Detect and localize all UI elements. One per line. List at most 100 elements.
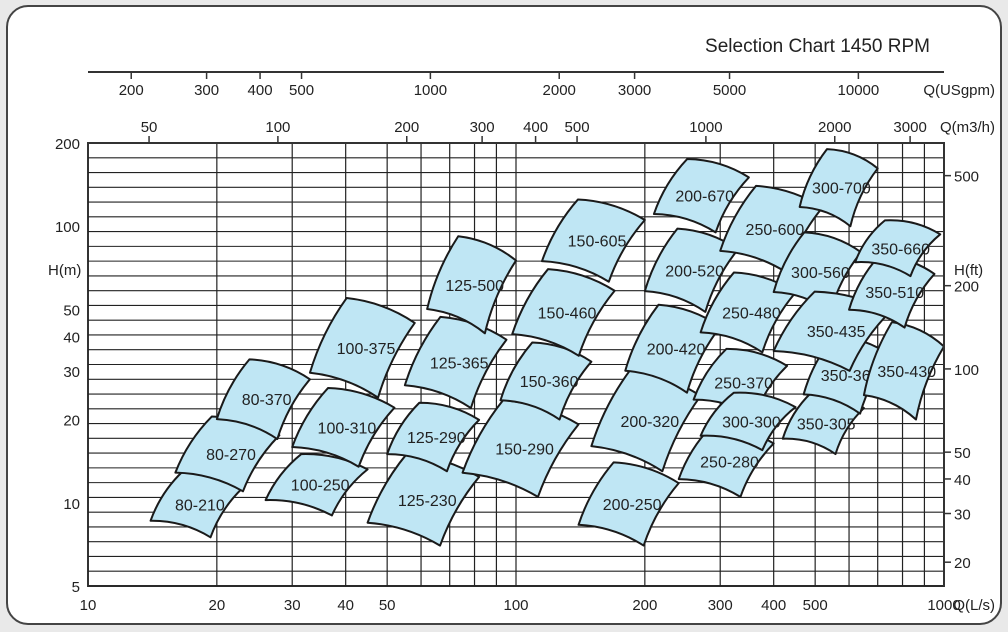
- tick-label-m3h: 400: [523, 119, 548, 136]
- tick-label-usgpm: 3000: [618, 82, 651, 99]
- zone-300-700: [798, 148, 879, 228]
- tick-label-q-ls: 50: [379, 597, 396, 614]
- tick-label-h-ft: 100: [954, 362, 979, 379]
- zone-label-100-310: 100-310: [318, 420, 377, 437]
- tick-label-m3h: 1000: [689, 119, 722, 136]
- axes: 10 20 30 40 50 100 200 300 400 500 1000Q(L/s)51020…: [48, 71, 995, 614]
- tick-label-q-ls: 200: [632, 597, 657, 614]
- zone-300-300: [699, 391, 797, 452]
- zone-350-510: [848, 255, 936, 329]
- tick-label-h-m: 20: [63, 413, 80, 430]
- tick-label-h-ft: 40: [954, 472, 971, 489]
- tick-label-m3h: 50: [141, 119, 158, 136]
- tick-label-h-ft: 200: [954, 279, 979, 296]
- zone-125-230: [366, 453, 481, 547]
- tick-label-q-ls: 20: [208, 597, 225, 614]
- zone-150-460: [511, 268, 616, 357]
- tick-label-m3h: 300: [470, 119, 495, 136]
- zone-100-375: [308, 297, 416, 399]
- zone-100-310: [291, 387, 396, 468]
- tick-label-q-ls: 300: [708, 597, 733, 614]
- tick-label-h-ft: 50: [954, 445, 971, 462]
- tick-label-q-ls: 100: [503, 597, 528, 614]
- zone-150-605: [540, 198, 646, 283]
- tick-label-usgpm: 200: [119, 82, 144, 99]
- tick-label-m3h: 100: [265, 119, 290, 136]
- tick-label-q-ls: 40: [337, 597, 354, 614]
- chart-title: Selection Chart 1450 RPM: [705, 36, 930, 57]
- zone-label-300-560: 300-560: [791, 265, 850, 282]
- zone-label-150-360: 150-360: [520, 374, 579, 391]
- tick-label-usgpm: 5000: [713, 82, 746, 99]
- zone-200-520: [643, 227, 739, 313]
- zone-label-150-460: 150-460: [538, 305, 597, 322]
- zone-label-200-250: 200-250: [603, 497, 662, 514]
- zone-label-80-370: 80-370: [242, 392, 292, 409]
- tick-label-usgpm: 10000: [838, 82, 880, 99]
- zone-label-80-270: 80-270: [206, 447, 256, 464]
- zone-label-125-365: 125-365: [430, 355, 489, 372]
- tick-label-h-m: 10: [63, 496, 80, 513]
- zone-label-200-320: 200-320: [620, 414, 679, 431]
- zone-label-125-230: 125-230: [398, 493, 457, 510]
- zone-label-300-700: 300-700: [812, 181, 871, 198]
- tick-label-h-ft: 500: [954, 169, 979, 186]
- axis-label-m3h: Q(m3/h): [940, 119, 995, 136]
- zones: 80-210 80-270 80-370 100-250 100-310 100-375 1…: [149, 148, 945, 547]
- zone-350-660: [854, 219, 942, 278]
- zone-350-430: [862, 321, 945, 421]
- tick-label-usgpm: 500: [289, 82, 314, 99]
- tick-label-usgpm: 400: [248, 82, 273, 99]
- tick-label-m3h: 500: [565, 119, 590, 136]
- zone-125-290: [386, 401, 481, 473]
- zone-label-125-290: 125-290: [407, 430, 466, 447]
- zone-label-100-250: 100-250: [291, 478, 350, 495]
- zone-label-300-300: 300-300: [722, 414, 781, 431]
- zone-label-100-375: 100-375: [337, 341, 396, 358]
- zone-label-350-510: 350-510: [865, 285, 924, 302]
- zone-125-365: [403, 315, 508, 410]
- tick-label-q-ls: 30: [284, 597, 301, 614]
- zone-label-200-670: 200-670: [675, 189, 734, 206]
- zone-label-350-305: 350-305: [797, 416, 856, 433]
- zone-label-250-370: 250-370: [714, 376, 773, 393]
- tick-label-h-m: 200: [55, 136, 80, 153]
- zone-label-350-435: 350-435: [807, 324, 866, 341]
- axis-label-h-ft: H(ft): [954, 262, 983, 279]
- tick-label-h-ft: 30: [954, 507, 971, 524]
- zone-125-500: [426, 235, 517, 335]
- zone-label-200-520: 200-520: [665, 263, 724, 280]
- zone-label-250-600: 250-600: [746, 222, 805, 239]
- tick-label-m3h: 3000: [893, 119, 926, 136]
- tick-label-h-m: 50: [63, 302, 80, 319]
- tick-label-usgpm: 1000: [414, 82, 447, 99]
- zone-label-350-660: 350-660: [871, 241, 930, 258]
- zone-label-250-480: 250-480: [722, 305, 781, 322]
- axis-label-h-m: H(m): [48, 262, 81, 279]
- zone-label-350-430: 350-430: [877, 364, 936, 381]
- tick-label-q-ls: 10: [80, 597, 97, 614]
- tick-label-h-ft: 20: [954, 555, 971, 572]
- tick-label-m3h: 200: [394, 119, 419, 136]
- tick-label-h-m: 40: [63, 329, 80, 346]
- zone-200-670: [652, 158, 750, 234]
- zone-label-125-500: 125-500: [445, 278, 504, 295]
- tick-label-m3h: 2000: [818, 119, 851, 136]
- axis-label-q-ls: Q(L/s): [953, 597, 995, 614]
- zone-label-80-210: 80-210: [175, 497, 225, 514]
- tick-label-usgpm: 2000: [543, 82, 576, 99]
- zone-label-200-420: 200-420: [647, 342, 706, 359]
- zone-200-250: [577, 461, 680, 547]
- tick-label-q-ls: 400: [761, 597, 786, 614]
- zone-label-150-290: 150-290: [495, 442, 554, 459]
- zone-80-370: [215, 358, 311, 441]
- tick-label-q-ls: 500: [803, 597, 828, 614]
- tick-label-q-ls: 1000: [927, 597, 960, 614]
- tick-label-h-m: 5: [72, 579, 80, 596]
- zone-label-150-605: 150-605: [568, 234, 627, 251]
- axis-label-usgpm: Q(USgpm): [923, 82, 995, 99]
- zone-200-420: [624, 303, 722, 394]
- tick-label-usgpm: 300: [194, 82, 219, 99]
- zone-label-250-280: 250-280: [700, 454, 759, 471]
